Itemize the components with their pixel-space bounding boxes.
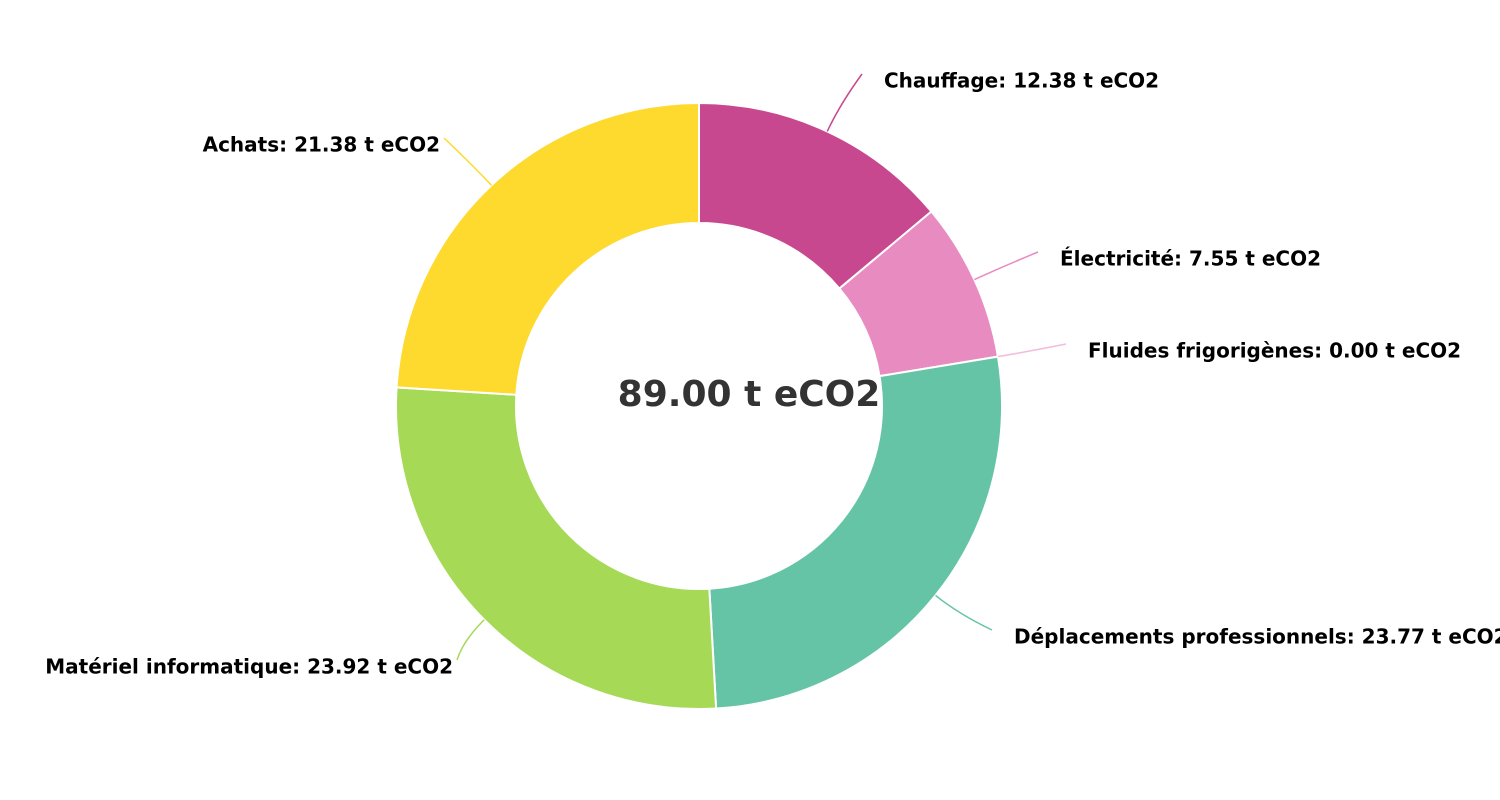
leader-line (974, 251, 1039, 281)
slice-label: Matériel informatique: 23.92 t eCO2 (45, 655, 453, 679)
slice-label: Déplacements professionnels: 23.77 t eCO… (1014, 625, 1500, 649)
slice-label: Chauffage: 12.38 t eCO2 (884, 69, 1159, 93)
donut-slice (708, 355, 1003, 710)
leader-line (443, 137, 492, 186)
donut-slice (395, 101, 700, 396)
leader-line (935, 594, 993, 631)
slice-label: Fluides frigorigènes: 0.00 t eCO2 (1088, 339, 1461, 363)
leader-line (456, 619, 485, 661)
center-total: 89.00 t eCO2 (618, 374, 881, 415)
leader-line (826, 73, 863, 132)
slice-label: Électricité: 7.55 t eCO2 (1060, 247, 1321, 271)
leader-line (997, 343, 1067, 358)
donut-slice (395, 386, 718, 710)
slice-label: Achats: 21.38 t eCO2 (203, 133, 440, 157)
